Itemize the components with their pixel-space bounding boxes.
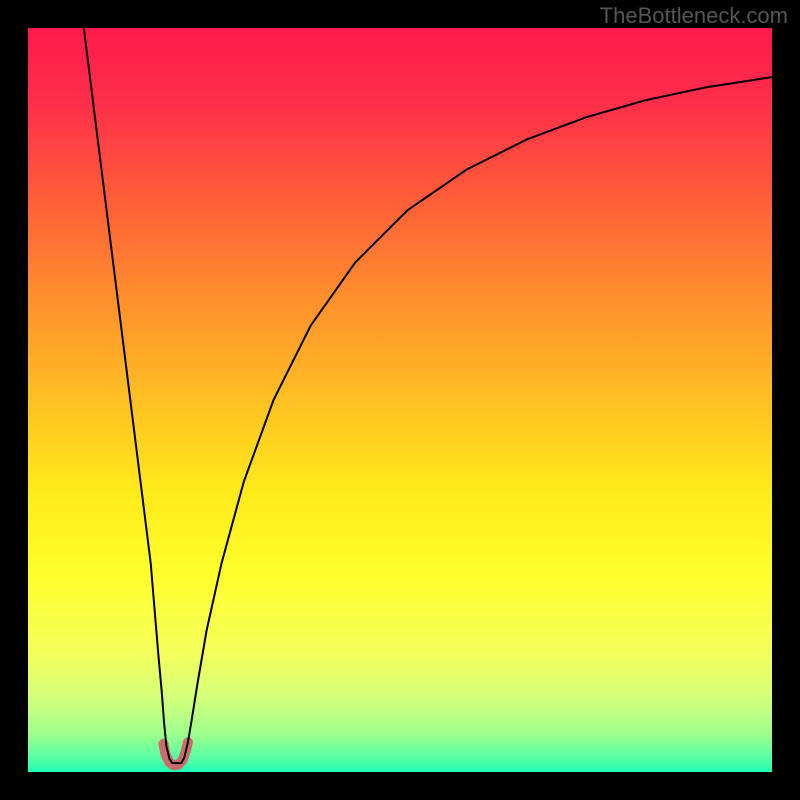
watermark-text: TheBottleneck.com <box>600 3 788 29</box>
bottleneck-curve <box>84 28 772 763</box>
curve-layer <box>28 28 772 772</box>
plot-area <box>28 28 772 772</box>
bottleneck-chart: TheBottleneck.com <box>0 0 800 800</box>
